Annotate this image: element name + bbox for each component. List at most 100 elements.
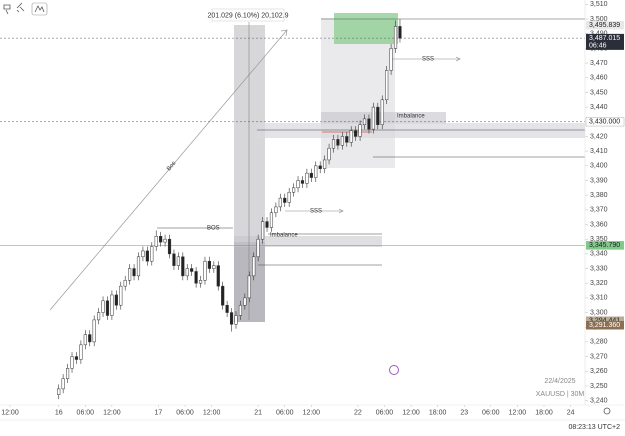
x-tick-label: 06:00	[276, 409, 294, 416]
x-tick-label: 06:00	[77, 409, 95, 416]
measure-label: 201.029 (6.10%) 20,102.9	[208, 12, 289, 19]
candle-body	[327, 147, 331, 161]
candle-body	[119, 285, 123, 306]
candle-body	[176, 256, 180, 266]
candle-body	[256, 238, 260, 258]
candle-body	[229, 312, 234, 325]
candle-body	[354, 130, 358, 137]
candle-body	[278, 197, 282, 208]
toolbar-icon[interactable]	[16, 2, 25, 13]
candle-body	[212, 265, 216, 269]
y-tick-label: 3,380	[590, 192, 608, 199]
candle-body	[389, 48, 393, 71]
countdown: 06:46	[589, 42, 607, 49]
candles	[57, 19, 402, 400]
y-tick-label: 3,320	[590, 280, 608, 287]
candle-body	[292, 187, 296, 193]
x-tick-label: 12:00	[402, 409, 420, 416]
x-tick-label: 18:00	[535, 409, 553, 416]
y-tick-label: 3,460	[590, 75, 608, 82]
toolbar-icon	[34, 5, 45, 13]
candle-body	[172, 253, 176, 266]
candle-body	[181, 256, 185, 277]
measure-label-box	[211, 8, 285, 22]
grid	[0, 4, 588, 407]
candle-body	[331, 139, 336, 149]
candle-body	[207, 260, 211, 269]
candle-body	[314, 165, 318, 178]
x-tick-label: 12:00	[509, 409, 527, 416]
candle-body	[376, 106, 380, 125]
imbalance-box	[234, 236, 382, 247]
candle-body	[145, 250, 149, 262]
y-tick-label: 3,440	[590, 104, 608, 111]
x-tick-label: 12:00	[203, 409, 221, 416]
toolbar	[3, 2, 48, 16]
arrow-head	[455, 56, 461, 62]
drawings	[49, 13, 585, 322]
y-tick-label: 3,300	[590, 309, 608, 316]
candle-body	[362, 118, 367, 125]
arrow-head	[280, 29, 288, 37]
price-label-box	[586, 241, 624, 250]
y-tick-label: 3,360	[590, 221, 608, 228]
y-tick-label: 3,310	[590, 295, 608, 302]
candle-body	[163, 238, 167, 243]
candle-body	[203, 260, 207, 281]
x-tick-label: 12:00	[303, 409, 321, 416]
candle-body	[105, 300, 110, 316]
x-tick-label: 21	[254, 409, 262, 416]
x-tick-label: 12:00	[103, 409, 121, 416]
candle-body	[296, 180, 300, 189]
price-label: 3,291.360	[589, 322, 620, 329]
annotation: Bos	[166, 161, 177, 173]
candle-body	[79, 344, 83, 360]
price-label: 3,430.000	[589, 119, 620, 126]
candle-body	[123, 280, 127, 287]
toolbar-button[interactable]	[31, 2, 48, 16]
price-label: 3,345.790	[589, 242, 620, 249]
clock: 08:23:13 UTC+2	[568, 424, 620, 431]
candle-body	[88, 334, 92, 343]
candle-body	[252, 256, 256, 277]
candle-body	[283, 197, 287, 203]
candle-body	[261, 221, 265, 240]
candle-body	[132, 268, 136, 277]
y-tick-label: 3,340	[590, 251, 608, 258]
candle-body	[141, 250, 145, 258]
candle-body	[385, 70, 389, 101]
y-tick-label: 3,410	[590, 148, 608, 155]
annotation: SSS	[422, 57, 434, 63]
toolbar-icon[interactable]	[3, 4, 11, 15]
candle-body	[70, 356, 74, 369]
candle-body	[358, 124, 362, 137]
candle-body	[247, 275, 251, 299]
candle-body	[190, 268, 194, 272]
candle-body	[136, 256, 141, 277]
candle-body	[225, 304, 229, 313]
y-tick-label: 3,270	[590, 353, 608, 360]
candle-body	[345, 136, 349, 143]
target-box	[334, 13, 398, 44]
event-icon[interactable]	[389, 365, 399, 375]
y-tick-label: 3,240	[590, 397, 608, 404]
trend-line	[49, 29, 288, 311]
y-tick-label: 3,350	[590, 236, 608, 243]
candle-body	[167, 238, 172, 255]
candle-body	[393, 26, 398, 49]
candle-body	[150, 246, 154, 262]
candle-body	[159, 236, 163, 243]
zone-box	[257, 123, 585, 138]
price-label-box	[586, 20, 624, 30]
y-tick-label: 3,260	[590, 368, 608, 375]
annotation: Imbalance	[397, 114, 425, 120]
price-label-box	[586, 33, 624, 50]
candle-body	[269, 212, 274, 228]
y-tick-label: 3,370	[590, 207, 608, 214]
settings-icon[interactable]	[603, 407, 611, 415]
candle-body	[300, 180, 305, 184]
y-tick-label: 3,470	[590, 60, 608, 67]
y-tick-label: 3,280	[590, 339, 608, 346]
